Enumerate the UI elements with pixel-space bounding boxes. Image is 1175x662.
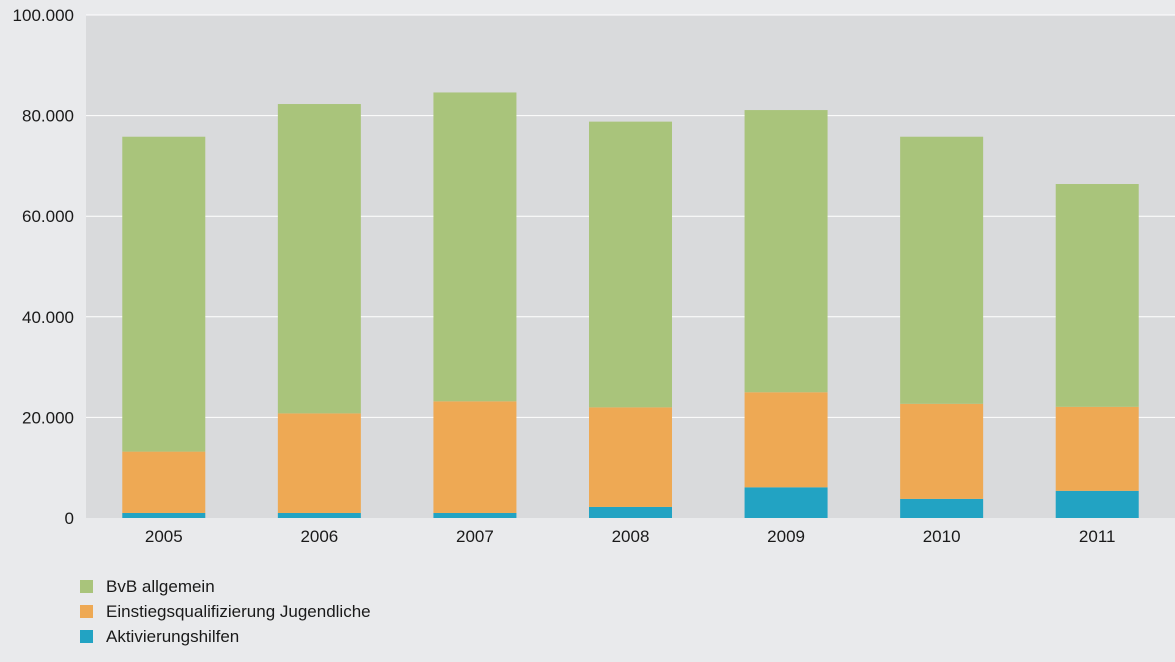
bar-segment: [433, 401, 517, 513]
bar-segment: [122, 451, 206, 513]
y-tick-label: 0: [65, 509, 74, 528]
legend-swatch-ah: [80, 630, 93, 643]
bar-segment: [122, 512, 206, 518]
bar-segment: [900, 136, 984, 404]
bar-segment: [122, 136, 206, 452]
stacked-bar-chart: 0 20.000 40.000 60.000 80.000 100.000 2005 2006…: [13, 6, 1175, 546]
y-tick-label: 80.000: [22, 107, 74, 126]
legend-label-bvb: BvB allgemein: [106, 576, 215, 596]
y-tick-label: 40.000: [22, 308, 74, 327]
legend-label-ah: Aktivierungshilfen: [106, 626, 240, 646]
legend-swatch-eq: [80, 605, 93, 618]
bar-segment: [277, 512, 361, 518]
x-tick-label: 2009: [767, 527, 805, 546]
legend-label-eq: Einstiegsqualifizierung Jugendliche: [106, 601, 371, 621]
bar-segment: [433, 512, 517, 518]
bar-segment: [900, 403, 984, 499]
bar-segment: [744, 392, 828, 488]
bar-segment: [744, 110, 828, 393]
legend-swatch-bvb: [80, 580, 93, 593]
x-tick-label: 2007: [456, 527, 494, 546]
bar-segment: [589, 407, 672, 507]
legend-item-eq: Einstiegsqualifizierung Jugendliche: [80, 599, 371, 624]
x-tick-label: 2011: [1079, 527, 1116, 546]
x-tick-label: 2006: [300, 527, 338, 546]
legend-item-ah: Aktivierungshilfen: [80, 624, 371, 649]
bar-segment: [1055, 184, 1139, 407]
bar-segment: [589, 121, 672, 408]
bar-segment: [277, 413, 361, 513]
legend-item-bvb: BvB allgemein: [80, 574, 371, 599]
bar-segment: [589, 506, 672, 518]
x-tick-label: 2005: [145, 527, 183, 546]
y-tick-label: 20.000: [22, 408, 74, 427]
bar-segment: [433, 92, 517, 402]
x-tick-label: 2008: [612, 527, 650, 546]
bar-segment: [1055, 490, 1139, 518]
bar-segment: [744, 487, 828, 518]
x-tick-label: 2010: [923, 527, 961, 546]
bar-segment: [900, 498, 984, 518]
bar-segment: [1055, 406, 1139, 491]
y-tick-label: 60.000: [22, 207, 74, 226]
bar-segment: [277, 104, 361, 414]
y-tick-label: 100.000: [13, 6, 74, 25]
legend: BvB allgemein Einstiegsqualifizierung Ju…: [80, 574, 371, 649]
